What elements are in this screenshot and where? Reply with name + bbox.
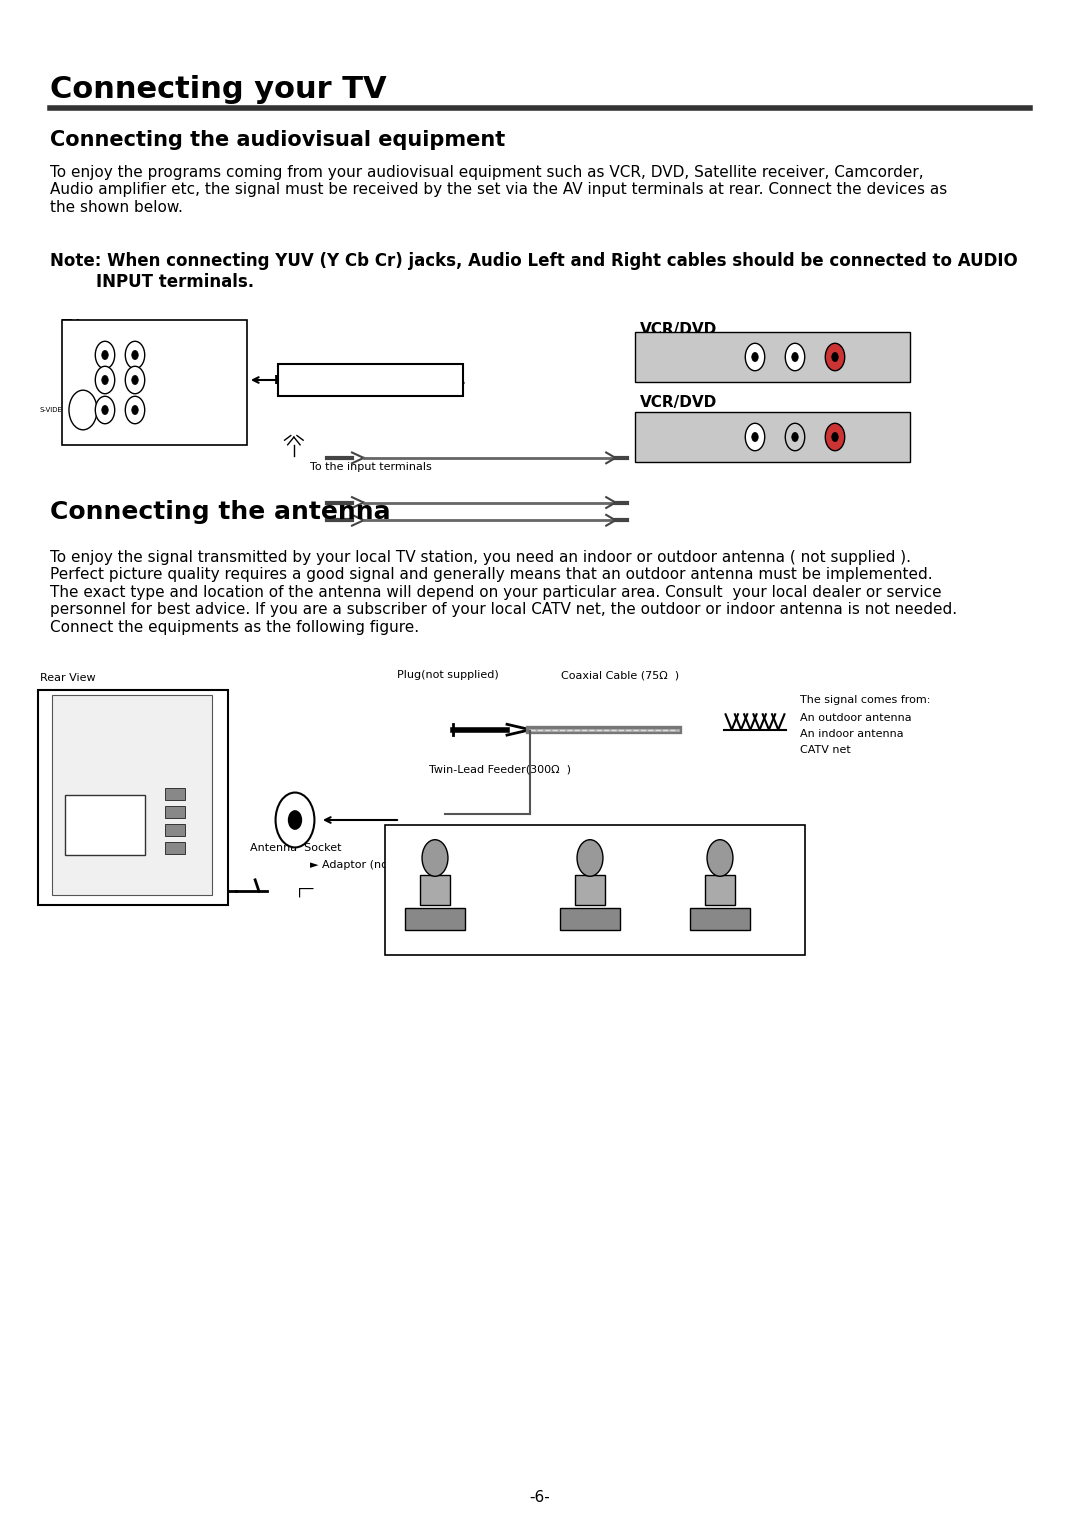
Text: Twin-Lead Feeder(300Ω  ): Twin-Lead Feeder(300Ω ) xyxy=(429,766,571,775)
Text: OUTPUT: OUTPUT xyxy=(645,432,685,442)
Text: To enjoy the programs coming from your audiovisual equipment such as VCR, DVD, S: To enjoy the programs coming from your a… xyxy=(50,165,947,215)
Text: TV: TV xyxy=(62,319,80,331)
Text: VIDEO: VIDEO xyxy=(743,456,767,464)
Text: Note: When connecting YUV (Y Cb Cr) jacks, Audio Left and Right cables should be: Note: When connecting YUV (Y Cb Cr) jack… xyxy=(50,252,1017,291)
Text: Plug(not supplied): Plug(not supplied) xyxy=(397,669,499,680)
Text: ┌─: ┌─ xyxy=(295,881,313,897)
Text: VIDEO: VIDEO xyxy=(149,351,176,360)
Text: To the input terminals: To the input terminals xyxy=(310,462,432,473)
Text: RIGHT: RIGHT xyxy=(823,456,847,464)
Text: AUDIO: AUDIO xyxy=(140,371,162,377)
Text: Insert the feeder in: Insert the feeder in xyxy=(537,833,644,842)
Text: Y: Y xyxy=(97,351,102,360)
Text: Connecting your TV: Connecting your TV xyxy=(50,75,387,104)
Text: Rear View: Rear View xyxy=(40,673,96,683)
Text: An indoor antenna: An indoor antenna xyxy=(800,729,904,740)
Text: IN: IN xyxy=(147,336,157,345)
Text: CATV net: CATV net xyxy=(800,746,851,755)
Text: An outdoor antenna: An outdoor antenna xyxy=(800,714,912,723)
Text: ANT75Ω: ANT75Ω xyxy=(193,790,225,799)
Text: PLAY VIDEO TAPE, DVD etc.: PLAY VIDEO TAPE, DVD etc. xyxy=(274,374,465,386)
Text: Tighten the screw: Tighten the screw xyxy=(670,833,770,842)
Text: ► Adaptor (not supplied): ► Adaptor (not supplied) xyxy=(310,860,447,869)
Text: Cb: Cb xyxy=(789,375,800,384)
Text: Cr: Cr xyxy=(831,375,839,384)
Text: Cr: Cr xyxy=(93,406,102,415)
Text: Loosen the screw: Loosen the screw xyxy=(387,833,484,842)
Text: OUTPUT: OUTPUT xyxy=(645,352,685,361)
Text: The signal comes from:: The signal comes from: xyxy=(800,695,930,705)
Text: LEFT(MONO): LEFT(MONO) xyxy=(771,456,819,464)
Text: Cb: Cb xyxy=(91,375,102,384)
Text: VCR/DVD: VCR/DVD xyxy=(640,322,717,337)
Text: S-VIDEO: S-VIDEO xyxy=(40,407,68,413)
Text: Connecting the audiovisual equipment: Connecting the audiovisual equipment xyxy=(50,130,505,149)
Text: Connecting the antenna: Connecting the antenna xyxy=(50,500,391,525)
Text: MONO: MONO xyxy=(140,384,162,390)
Text: Antenna  Socket: Antenna Socket xyxy=(249,843,341,852)
Text: To enjoy the signal transmitted by your local TV station, you need an indoor or : To enjoy the signal transmitted by your … xyxy=(50,551,957,634)
Text: Y: Y xyxy=(753,375,757,384)
Text: VCR/DVD: VCR/DVD xyxy=(640,395,717,410)
Text: -6-: -6- xyxy=(529,1490,551,1505)
Text: ANT75Ω: ANT75Ω xyxy=(175,366,206,375)
Text: Coaxial Cable (75Ω  ): Coaxial Cable (75Ω ) xyxy=(561,669,679,680)
